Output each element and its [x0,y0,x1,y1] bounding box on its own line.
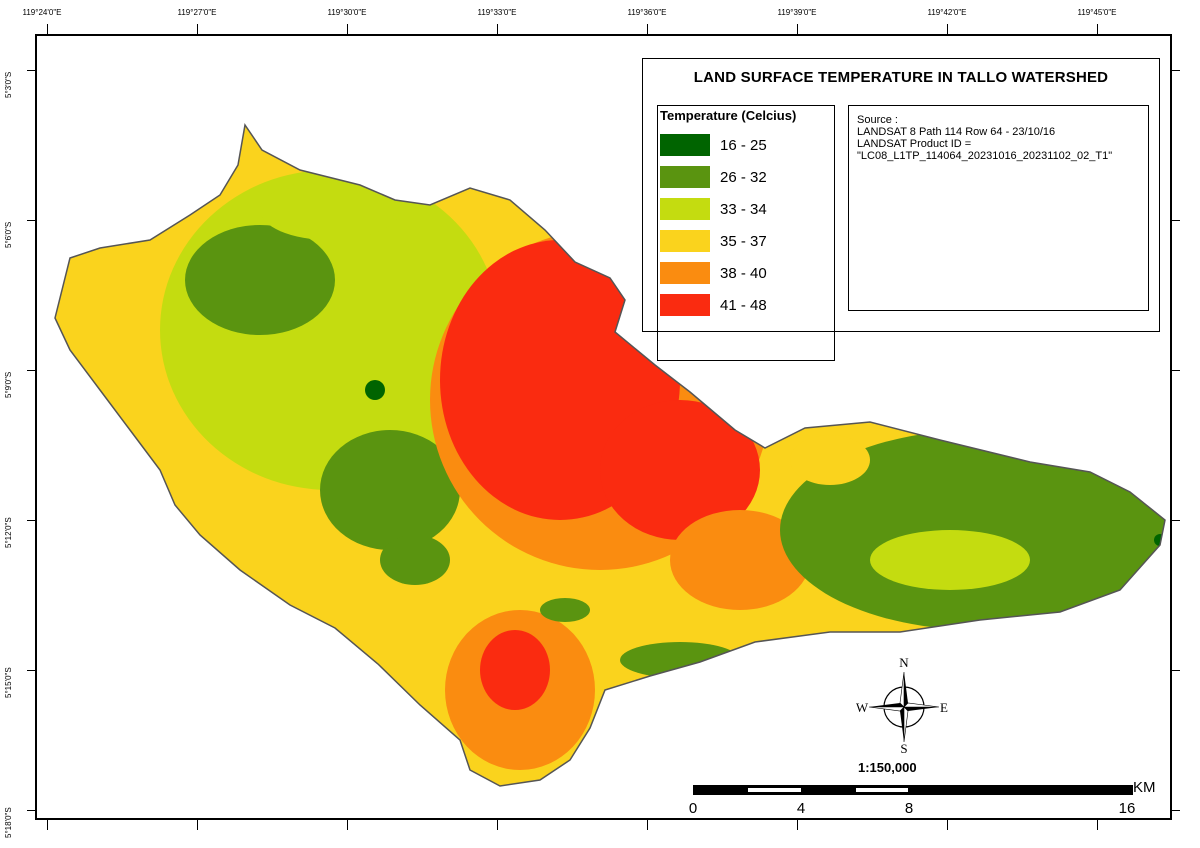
zone-26-32 [185,225,335,335]
compass-s: S [900,741,907,754]
legend-item: 33 - 34 [660,198,767,220]
longitude-tick: 119°45'0"E [1077,8,1117,17]
legend-label: 38 - 40 [720,264,767,282]
source-line: LANDSAT Product ID = [857,138,972,150]
compass-e: E [940,700,948,715]
legend-label: 26 - 32 [720,168,767,186]
longitude-tick: 119°27'0"E [177,8,217,17]
tick-mark [1172,520,1180,521]
tick-mark [1097,820,1098,830]
legend-swatch [660,262,710,284]
tick-mark [27,670,35,671]
tick-mark [647,24,648,34]
compass-w: W [856,700,869,715]
scalebar-label: 8 [904,800,914,817]
tick-mark [1172,810,1180,811]
source-line: LANDSAT 8 Path 114 Row 64 - 23/10/16 [857,126,1056,138]
temperature-legend: Temperature (Celcius) 16 - 25 26 - 32 33… [657,105,835,361]
source-line: Source : [857,114,898,126]
tick-mark [27,520,35,521]
legend-item: 26 - 32 [660,166,767,188]
legend-item: 41 - 48 [660,294,767,316]
legend-swatch [660,134,710,156]
tick-mark [197,24,198,34]
legend-swatch [660,166,710,188]
legend-label: 16 - 25 [720,136,767,154]
tick-mark [1172,370,1180,371]
tick-mark [27,810,35,811]
zone-26-32 [320,430,460,550]
longitude-tick: 119°42'0"E [927,8,967,17]
tick-mark [1172,70,1180,71]
zone-41-48 [480,630,550,710]
tick-mark [197,820,198,830]
tick-mark [797,820,798,830]
zone-35-37 [790,435,870,485]
tick-mark [347,820,348,830]
tick-mark [1097,24,1098,34]
tick-mark [347,24,348,34]
tick-mark [647,820,648,830]
legend-item: 35 - 37 [660,230,767,252]
longitude-tick: 119°33'0"E [477,8,517,17]
scale-bar [693,785,1133,795]
tick-mark [47,820,48,830]
zone-26-32 [780,430,1165,630]
scalebar-unit: KM [1133,779,1156,796]
tick-mark [497,820,498,830]
zone-38-40 [670,510,810,610]
longitude-tick: 119°39'0"E [777,8,817,17]
source-box: Source : LANDSAT 8 Path 114 Row 64 - 23/… [848,105,1149,311]
legend-swatch [660,294,710,316]
legend-item: 38 - 40 [660,262,767,284]
tick-mark [27,70,35,71]
zone-26-32 [620,642,740,678]
longitude-tick: 119°36'0"E [627,8,667,17]
scalebar-label: 4 [796,800,806,817]
legend-panel: LAND SURFACE TEMPERATURE IN TALLO WATERS… [642,58,1160,361]
legend-swatch [660,230,710,252]
tick-mark [947,24,948,34]
tick-mark [27,370,35,371]
scale-ratio: 1:150,000 [858,760,917,775]
tick-mark [27,220,35,221]
legend-label: 33 - 34 [720,200,767,218]
legend-swatch [660,198,710,220]
zone-26-32 [540,598,590,622]
legend-item: 16 - 25 [660,134,767,156]
map-title: LAND SURFACE TEMPERATURE IN TALLO WATERS… [693,69,1109,86]
zone-41-48 [600,400,760,540]
tick-mark [1172,670,1180,671]
tick-mark [47,24,48,34]
compass-rose-icon: N S E W [856,655,948,754]
scalebar-label: 0 [688,800,698,817]
compass-n: N [899,655,909,670]
watershed-boundary [54,123,1166,787]
tick-mark [947,820,948,830]
tick-mark [1172,220,1180,221]
longitude-tick: 119°30'0"E [327,8,367,17]
legend-label: 35 - 37 [720,232,767,250]
longitude-tick: 119°24'0"E [22,8,62,17]
zone-16-25 [365,380,385,400]
tick-mark [797,24,798,34]
source-line: "LC08_L1TP_114064_20231016_20231102_02_T… [857,150,1113,162]
zone-33-34 [260,180,400,240]
tick-mark [497,24,498,34]
legend-label: 41 - 48 [720,296,767,314]
legend-heading: Temperature (Celcius) [660,108,797,123]
zone-26-32 [380,535,450,585]
scalebar-label: 16 [1118,800,1136,817]
zone-33-34 [870,530,1030,590]
